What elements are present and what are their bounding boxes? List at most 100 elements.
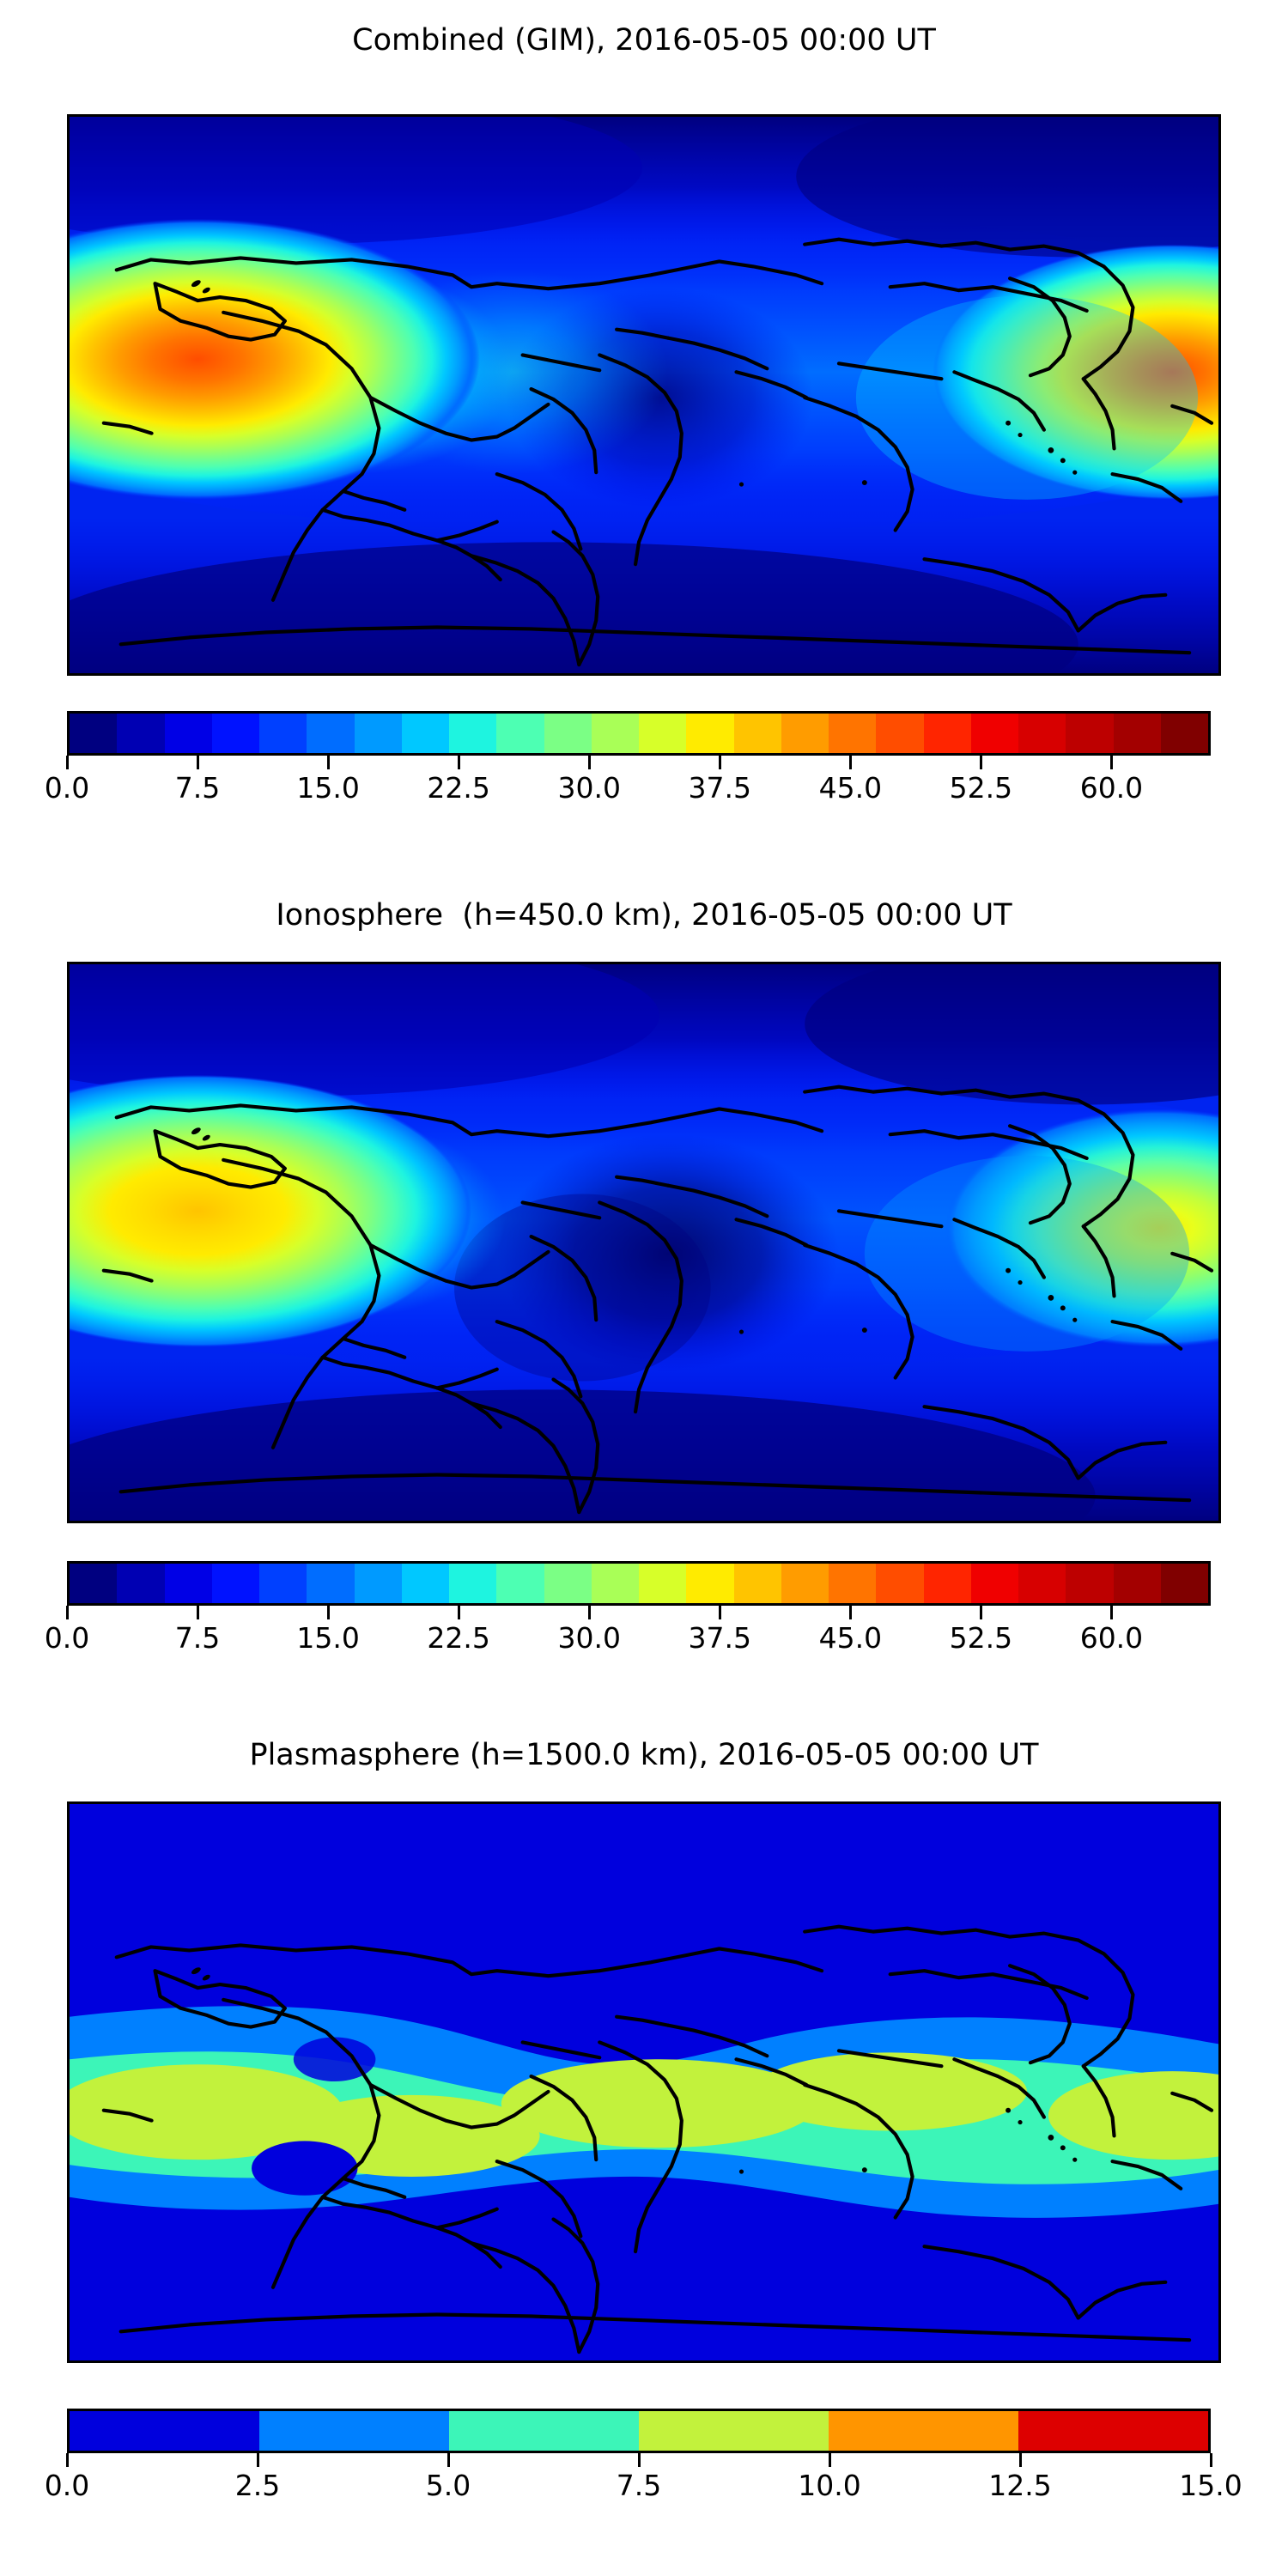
colorbar-tick-label: 10.0 <box>798 2469 861 2502</box>
colorbar-labels-plasmasphere: 0.0 2.5 5.0 7.5 10.0 12.5 15.0 <box>45 2469 1242 2503</box>
colorbar-tick-label: 60.0 <box>1079 771 1144 805</box>
colorbar-segment <box>117 714 165 753</box>
colorbar-tick-label: 60.0 <box>1079 1621 1144 1655</box>
colorbar-tick <box>327 1606 331 1619</box>
colorbar-tick-label: 7.5 <box>616 2469 662 2502</box>
colorbar-tick <box>588 1606 592 1619</box>
colorbar-tick <box>66 2453 69 2467</box>
colorbar-segment <box>401 714 449 753</box>
colorbar-tick-label: 15.0 <box>296 1621 360 1655</box>
colorbar-segment <box>970 1564 1018 1603</box>
colorbar-ionosphere: 0.0 7.5 15.0 22.5 30.0 37.5 45.0 52.5 60.0 <box>45 1561 1211 1656</box>
colorbar-plasmasphere: 0.0 2.5 5.0 7.5 10.0 12.5 15.0 <box>45 2409 1242 2503</box>
colorbar-segment <box>591 1564 639 1603</box>
colorbar-tick <box>66 756 69 769</box>
colorbar-segment <box>70 2411 259 2451</box>
colorbar-segment <box>781 714 829 753</box>
colorbar-tick-label: 45.0 <box>818 771 883 805</box>
map-canvas-ionosphere <box>70 964 1218 1521</box>
colorbar-tick <box>458 756 461 769</box>
colorbar-segment <box>259 2411 449 2451</box>
colorbar-labels-combined: 0.0 7.5 15.0 22.5 30.0 37.5 45.0 52.5 60.0 <box>45 771 1211 805</box>
colorbar-segment <box>1113 1564 1161 1603</box>
colorbar-segment <box>354 1564 402 1603</box>
colorbar-tick <box>66 1606 69 1619</box>
colorbar-tick-label: 30.0 <box>557 1621 621 1655</box>
colorbar-bar-plasmasphere <box>67 2409 1211 2453</box>
colorbar-segment <box>496 714 544 753</box>
colorbar-segment <box>307 714 355 753</box>
colorbar-segment <box>1066 714 1114 753</box>
colorbar-segment <box>307 1564 355 1603</box>
colorbar-tick-label: 12.5 <box>988 2469 1052 2502</box>
map-canvas-combined <box>70 117 1218 673</box>
colorbar-segment <box>259 1564 307 1603</box>
colorbar-tick <box>257 2453 259 2467</box>
colorbar-tick-label: 7.5 <box>174 1621 221 1655</box>
colorbar-segment <box>970 714 1018 753</box>
colorbar-segment <box>449 714 497 753</box>
colorbar-tick-label: 45.0 <box>818 1621 883 1655</box>
colorbar-tick <box>719 756 722 769</box>
colorbar-tick-label: 7.5 <box>174 771 221 805</box>
map-canvas-plasmasphere <box>70 1804 1218 2360</box>
colorbar-tick-label: 30.0 <box>557 771 621 805</box>
colorbar-tick-label: 37.5 <box>688 1621 752 1655</box>
colorbar-tick <box>980 756 983 769</box>
colorbar-tick-label: 52.5 <box>949 771 1013 805</box>
colorbar-tick <box>197 1606 200 1619</box>
colorbar-segment <box>591 714 639 753</box>
colorbar-segment <box>164 714 212 753</box>
colorbar-bar-combined <box>67 711 1211 756</box>
colorbar-segment <box>686 714 734 753</box>
colorbar-tick <box>1110 1606 1114 1619</box>
colorbar-segment <box>496 1564 544 1603</box>
colorbar-segment <box>211 714 259 753</box>
colorbar-tick-label: 15.0 <box>296 771 360 805</box>
colorbar-segment <box>401 1564 449 1603</box>
colorbar-segment <box>876 714 924 753</box>
panel-title-combined: Combined (GIM), 2016-05-05 00:00 UT <box>352 23 936 58</box>
colorbar-segment <box>70 1564 118 1603</box>
colorbar-labels-ionosphere: 0.0 7.5 15.0 22.5 30.0 37.5 45.0 52.5 60.0 <box>45 1621 1211 1656</box>
colorbar-tick <box>197 756 200 769</box>
colorbar-segment <box>781 1564 829 1603</box>
colorbar-tick-label: 52.5 <box>949 1621 1013 1655</box>
colorbar-tick-label: 0.0 <box>44 2469 90 2502</box>
colorbar-segment <box>639 714 687 753</box>
colorbar-segment <box>829 2411 1018 2451</box>
colorbar-segment <box>70 714 118 753</box>
colorbar-segment <box>639 2411 829 2451</box>
colorbar-segment <box>829 714 877 753</box>
colorbar-tick-label: 2.5 <box>234 2469 281 2502</box>
colorbar-segment <box>686 1564 734 1603</box>
colorbar-tick-label: 22.5 <box>427 771 490 805</box>
colorbar-segment <box>117 1564 165 1603</box>
colorbar-tick-label: 15.0 <box>1179 2469 1242 2502</box>
colorbar-tick <box>1019 2453 1022 2467</box>
panel-combined-gim: Combined (GIM), 2016-05-05 00:00 UT <box>0 0 1288 859</box>
colorbar-tick-label: 5.0 <box>425 2469 471 2502</box>
colorbar-tick-label: 0.0 <box>44 1621 90 1655</box>
colorbar-tick <box>719 1606 722 1619</box>
colorbar-segment <box>1113 714 1161 753</box>
colorbar-tick <box>849 1606 853 1619</box>
colorbar-segment <box>1160 714 1208 753</box>
colorbar-tick-label: 0.0 <box>44 771 90 805</box>
colorbar-segment <box>1018 1564 1066 1603</box>
colorbar-segment <box>211 1564 259 1603</box>
panel-title-ionosphere: Ionosphere (h=450.0 km), 2016-05-05 00:0… <box>276 898 1012 933</box>
colorbar-ticks-combined <box>66 756 1211 771</box>
colorbar-tick <box>829 2453 831 2467</box>
colorbar-segment <box>829 1564 877 1603</box>
colorbar-segment <box>1066 1564 1114 1603</box>
colorbar-tick-label: 37.5 <box>688 771 752 805</box>
colorbar-tick <box>980 1606 983 1619</box>
colorbar-tick <box>849 756 853 769</box>
colorbar-segment <box>733 714 781 753</box>
map-axes-ionosphere <box>67 962 1221 1523</box>
colorbar-tick-label: 22.5 <box>427 1621 490 1655</box>
panel-title-plasmasphere: Plasmasphere (h=1500.0 km), 2016-05-05 0… <box>249 1738 1039 1772</box>
colorbar-bar-ionosphere <box>67 1561 1211 1606</box>
colorbar-tick <box>447 2453 450 2467</box>
